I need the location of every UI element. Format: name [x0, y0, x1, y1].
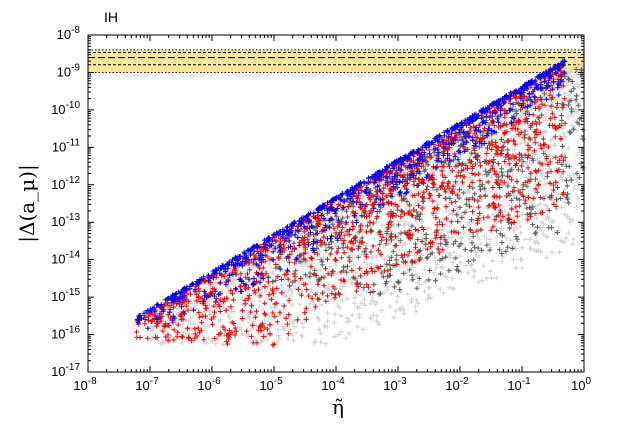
x-tick-label-1: 10-7 [135, 376, 159, 393]
y-tick-base: 10 [52, 139, 66, 154]
y-tick-base: 10 [51, 289, 65, 304]
x-tick-base: 10 [383, 378, 397, 393]
y-tick-exp: -8 [71, 25, 80, 36]
y-tick-exp: -15 [66, 287, 81, 298]
band-fill [88, 49, 584, 73]
y-tick-exp: -13 [66, 212, 81, 223]
x-tick-base: 10 [259, 378, 273, 393]
y-tick-exp: -10 [66, 100, 81, 111]
x-axis-title: η̃ [332, 395, 344, 419]
y-tick-exp: -17 [66, 362, 81, 373]
x-tick-labels: 10-8 10-7 10-6 10-5 10-4 10-3 10-2 10-1 100 [73, 376, 591, 393]
y-tick-label-0: 10-17 [51, 362, 80, 379]
x-tick-exp: 0 [585, 376, 591, 387]
x-tick-base: 10 [135, 378, 149, 393]
x-tick-base: 10 [197, 378, 211, 393]
tick-marks [87, 34, 585, 373]
x-tick-exp: -5 [274, 376, 283, 387]
y-tick-exp: -16 [66, 325, 81, 336]
y-axis-title: |Δ(a_μ)| [15, 164, 40, 242]
y-tick-label-7: 10-10 [51, 100, 80, 117]
x-tick-base: 10 [445, 378, 459, 393]
x-tick-exp: -8 [88, 376, 97, 387]
x-tick-base: 10 [73, 378, 87, 393]
x-tick-label-5: 10-3 [383, 376, 407, 393]
scatter-points [134, 58, 586, 348]
experimental-band [88, 49, 584, 73]
y-tick-exp: -12 [66, 175, 81, 186]
x-tick-exp: -3 [398, 376, 407, 387]
y-tick-labels: 10-1710-1610-1510-1410-1310-1210-1110-10… [51, 25, 80, 379]
panel-label: IH [104, 9, 118, 25]
y-tick-base: 10 [51, 252, 65, 267]
y-tick-exp: -11 [66, 137, 80, 148]
y-tick-exp: -9 [71, 62, 80, 73]
x-tick-exp: -6 [212, 376, 221, 387]
x-tick-base: 10 [571, 378, 585, 393]
y-tick-base: 10 [51, 177, 65, 192]
y-tick-exp: -14 [66, 250, 81, 261]
x-tick-exp: -1 [522, 376, 531, 387]
x-tick-label-2: 10-6 [197, 376, 221, 393]
x-tick-exp: -2 [460, 376, 469, 387]
y-tick-base: 10 [51, 102, 65, 117]
y-tick-label-3: 10-14 [51, 250, 80, 267]
series-3-markers [135, 58, 568, 331]
x-tick-label-4: 10-4 [321, 376, 345, 393]
y-tick-base: 10 [57, 27, 71, 42]
y-tick-label-6: 10-11 [52, 137, 81, 154]
y-tick-base: 10 [51, 214, 65, 229]
x-tick-exp: -4 [336, 376, 345, 387]
y-tick-label-8: 10-9 [57, 62, 81, 79]
x-tick-label-0: 10-8 [73, 376, 97, 393]
x-tick-label-7: 10-1 [507, 376, 531, 393]
x-tick-base: 10 [507, 378, 521, 393]
y-tick-label-9: 10-8 [57, 25, 81, 42]
y-tick-label-5: 10-12 [51, 175, 80, 192]
y-tick-base: 10 [57, 64, 71, 79]
y-tick-label-2: 10-15 [51, 287, 80, 304]
series-3 [135, 58, 568, 331]
x-tick-base: 10 [321, 378, 335, 393]
x-tick-label-3: 10-5 [259, 376, 283, 393]
x-tick-label-6: 10-2 [445, 376, 469, 393]
y-tick-base: 10 [51, 327, 65, 342]
axis-ticks [87, 34, 585, 373]
y-tick-base: 10 [51, 364, 65, 379]
x-tick-exp: -7 [150, 376, 159, 387]
x-tick-label-8: 100 [571, 376, 591, 393]
y-tick-label-4: 10-13 [51, 212, 80, 229]
y-tick-label-1: 10-16 [51, 325, 80, 342]
